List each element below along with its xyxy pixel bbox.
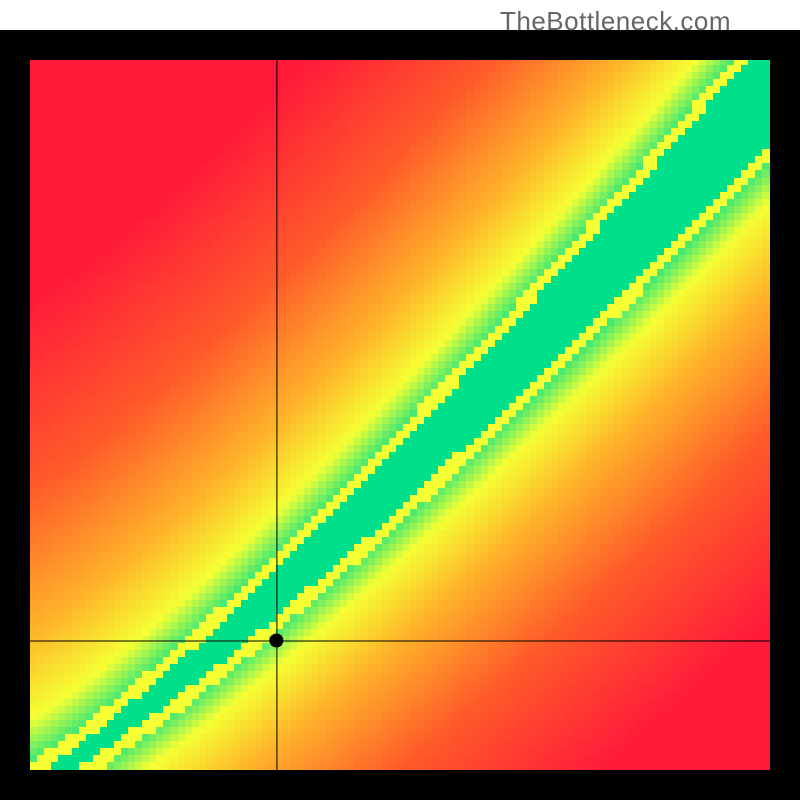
watermark-text: TheBottleneck.com xyxy=(500,6,731,37)
chart-container: TheBottleneck.com xyxy=(0,0,800,800)
bottleneck-heatmap xyxy=(0,0,800,800)
